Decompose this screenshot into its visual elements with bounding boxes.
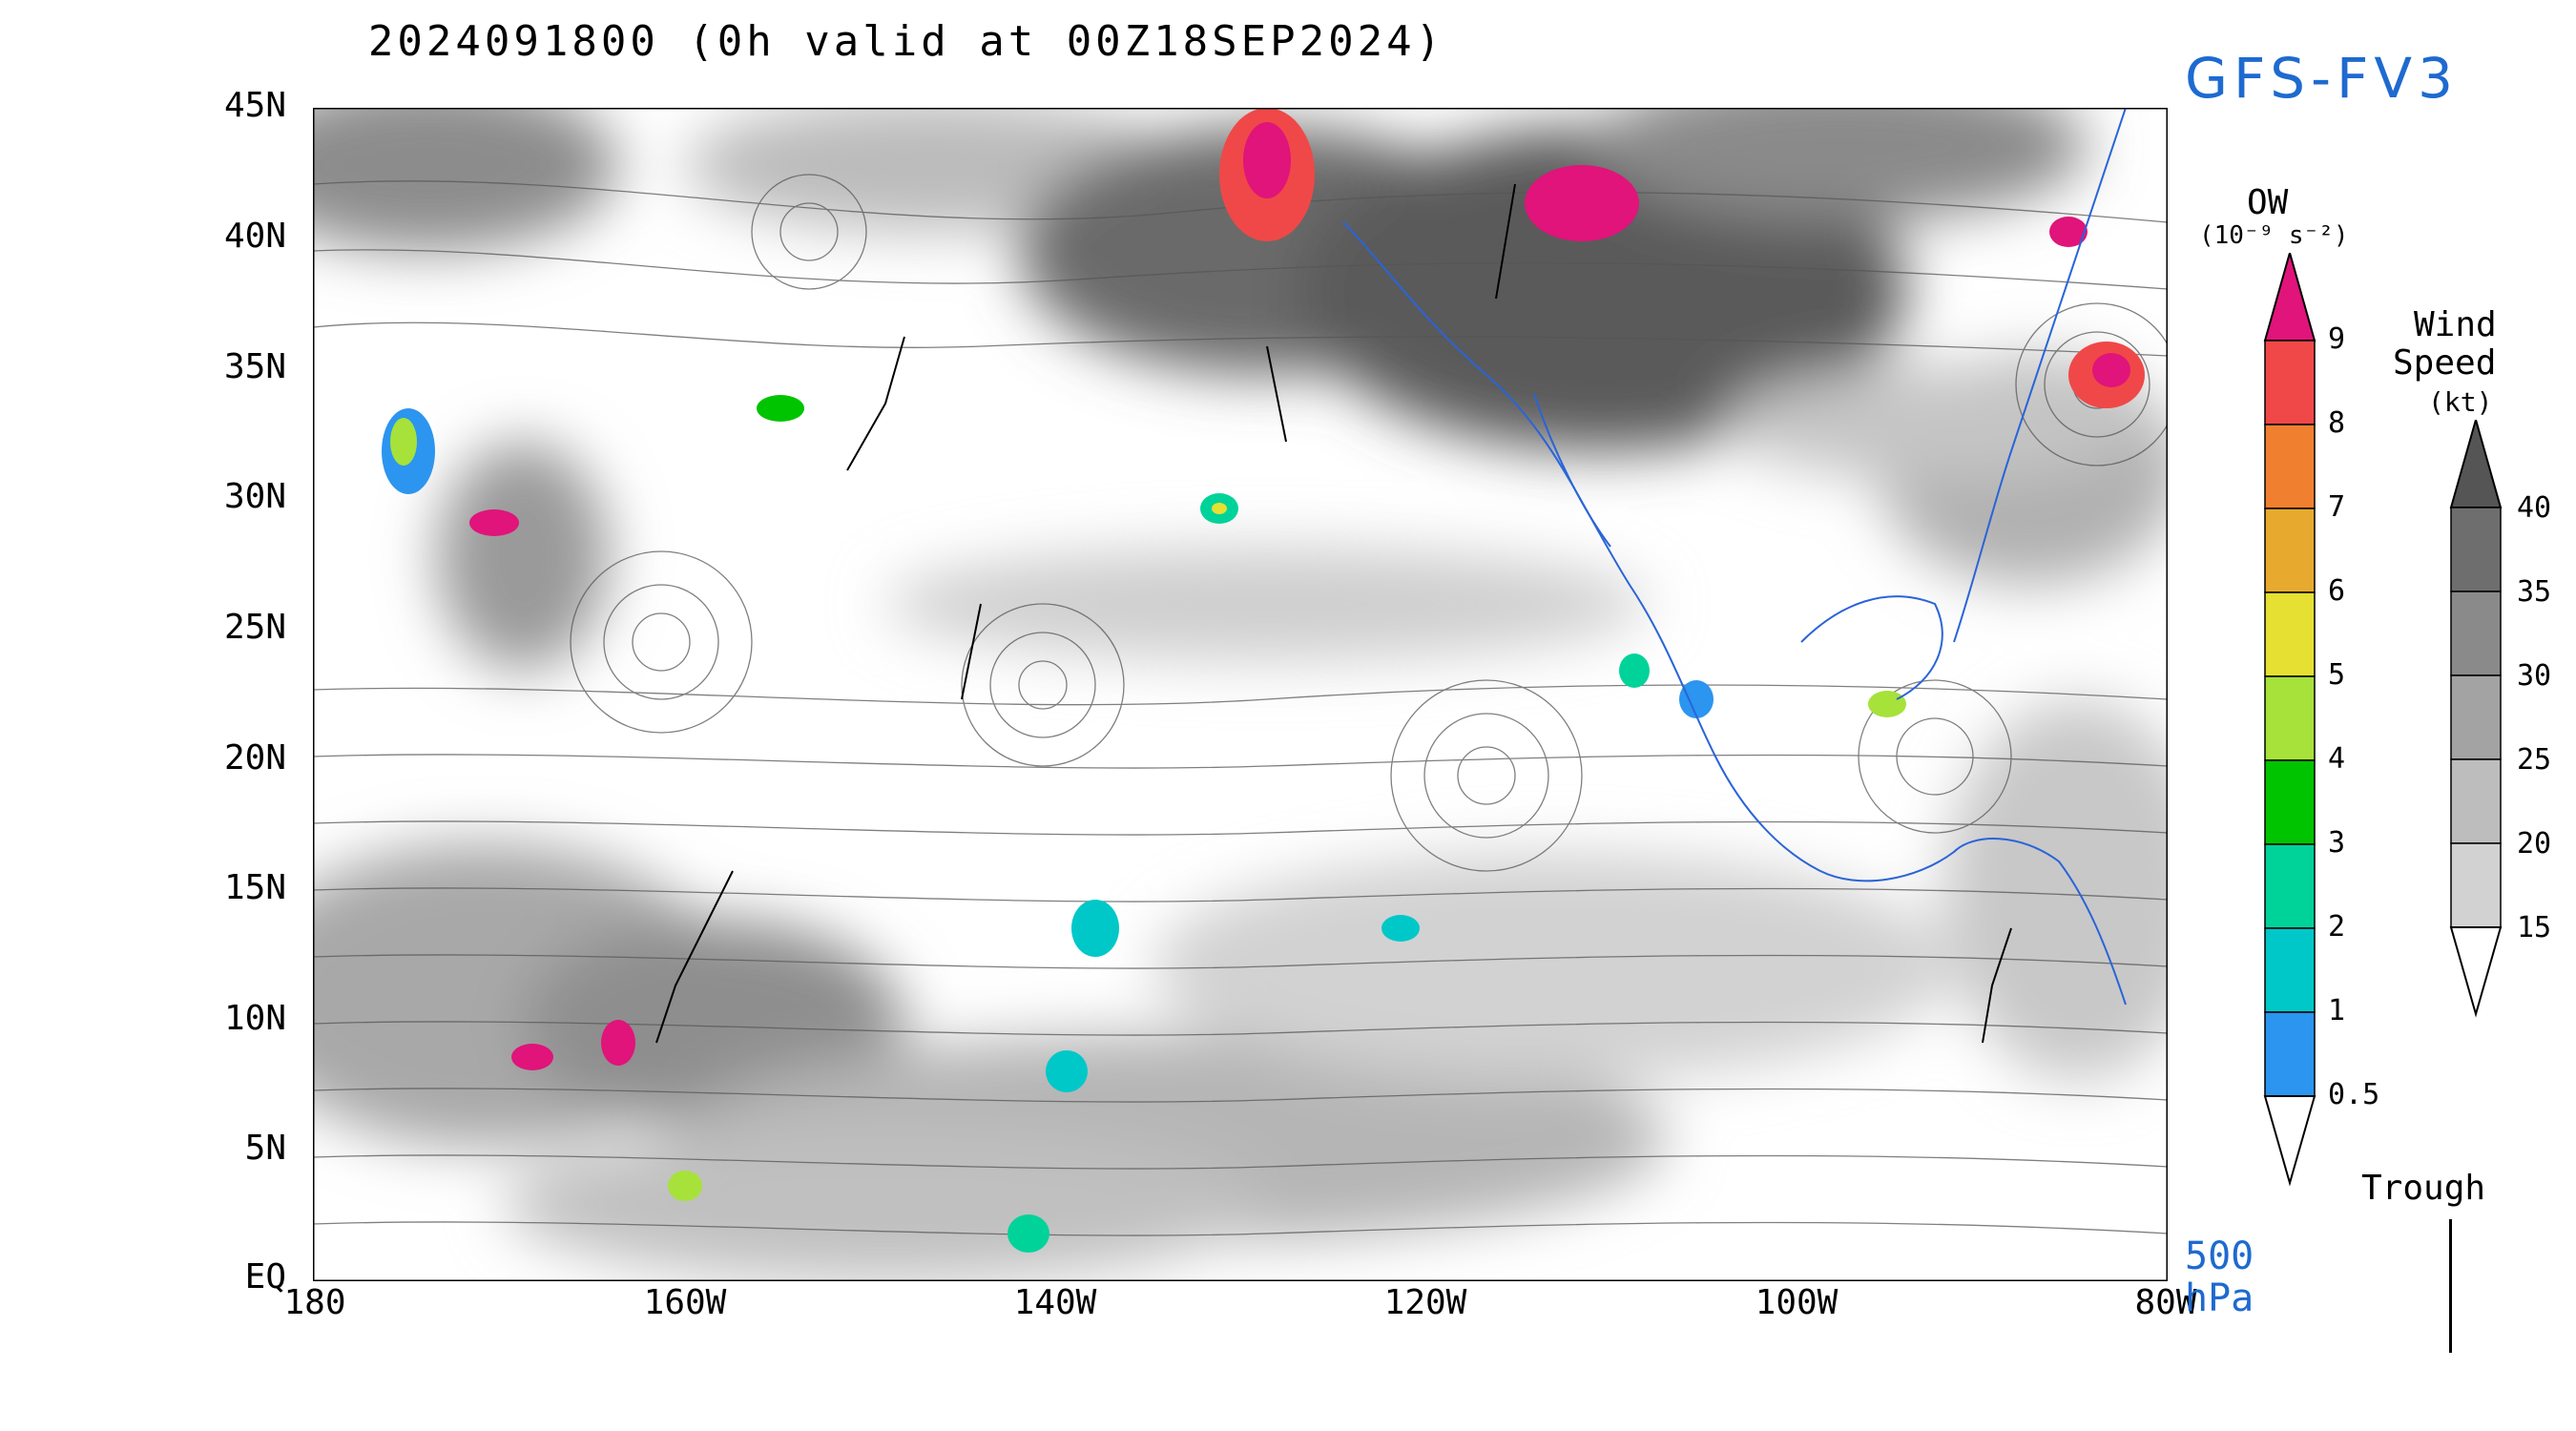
ow-level-label: 3	[2328, 826, 2346, 860]
lat-label: 25N	[223, 608, 286, 647]
lon-label: 120W	[1383, 1283, 1467, 1322]
wind-level-label: 40	[2517, 491, 2552, 525]
ow-level-label: 8	[2328, 406, 2346, 440]
lat-label: 5N	[244, 1129, 286, 1168]
ow-level-label: 4	[2328, 742, 2346, 776]
streamlines	[313, 174, 2168, 1236]
chart-title: 2024091800 (0h valid at 00Z18SEP2024)	[367, 17, 1445, 66]
wind-level-label: 20	[2517, 827, 2552, 861]
lon-label: 100W	[1755, 1283, 1839, 1322]
lat-label: 35N	[223, 347, 286, 386]
ow-level-label: 0.5	[2328, 1078, 2380, 1111]
lon-label: 160W	[643, 1283, 727, 1322]
ow-level-label: 2	[2328, 910, 2346, 944]
lon-label: 180	[283, 1283, 346, 1322]
coastlines	[1342, 108, 2127, 1006]
lat-label: 45N	[223, 86, 286, 125]
lat-label: 10N	[223, 999, 286, 1038]
ow-level-label: 9	[2328, 322, 2346, 356]
pressure-level-value: 500	[2185, 1234, 2254, 1278]
lat-label: 40N	[223, 217, 286, 256]
wind-level-label: 25	[2517, 743, 2552, 777]
trough-legend-line	[2449, 1219, 2452, 1353]
lat-label: 30N	[223, 477, 286, 516]
wind-colorbar-title: Speed	[2393, 343, 2497, 383]
ow-colorbar-title: OW	[2247, 183, 2289, 222]
map-panel	[313, 108, 2168, 1281]
lat-label: EQ	[244, 1257, 286, 1296]
wind-level-label: 35	[2517, 575, 2552, 609]
pressure-level-unit: hPa	[2185, 1276, 2254, 1320]
lat-label: 20N	[223, 738, 286, 778]
model-name: GFS-FV3	[2185, 46, 2459, 111]
ow-level-label: 5	[2328, 658, 2346, 692]
ow-contours	[382, 108, 2145, 1253]
wind-speed-shading	[313, 108, 2168, 1281]
lat-label: 15N	[223, 868, 286, 907]
lon-label: 80W	[2134, 1283, 2197, 1322]
pressure-level: 500 hPa	[2185, 1235, 2254, 1319]
wind-level-label: 30	[2517, 659, 2552, 693]
ow-level-label: 7	[2328, 490, 2346, 524]
ow-level-label: 1	[2328, 994, 2346, 1027]
wind-colorbar	[2449, 420, 2503, 1018]
trough-lines	[655, 183, 2012, 1044]
ow-level-label: 6	[2328, 574, 2346, 608]
wind-level-label: 15	[2517, 911, 2552, 944]
wind-colorbar-units: (kt)	[2428, 386, 2493, 418]
ow-colorbar-units: (10⁻⁹ s⁻²)	[2199, 221, 2349, 250]
ow-colorbar	[2263, 253, 2316, 1187]
wind-colorbar-title: Wind	[2414, 305, 2497, 344]
trough-legend-label: Trough	[2361, 1169, 2486, 1208]
lon-label: 140W	[1013, 1283, 1097, 1322]
